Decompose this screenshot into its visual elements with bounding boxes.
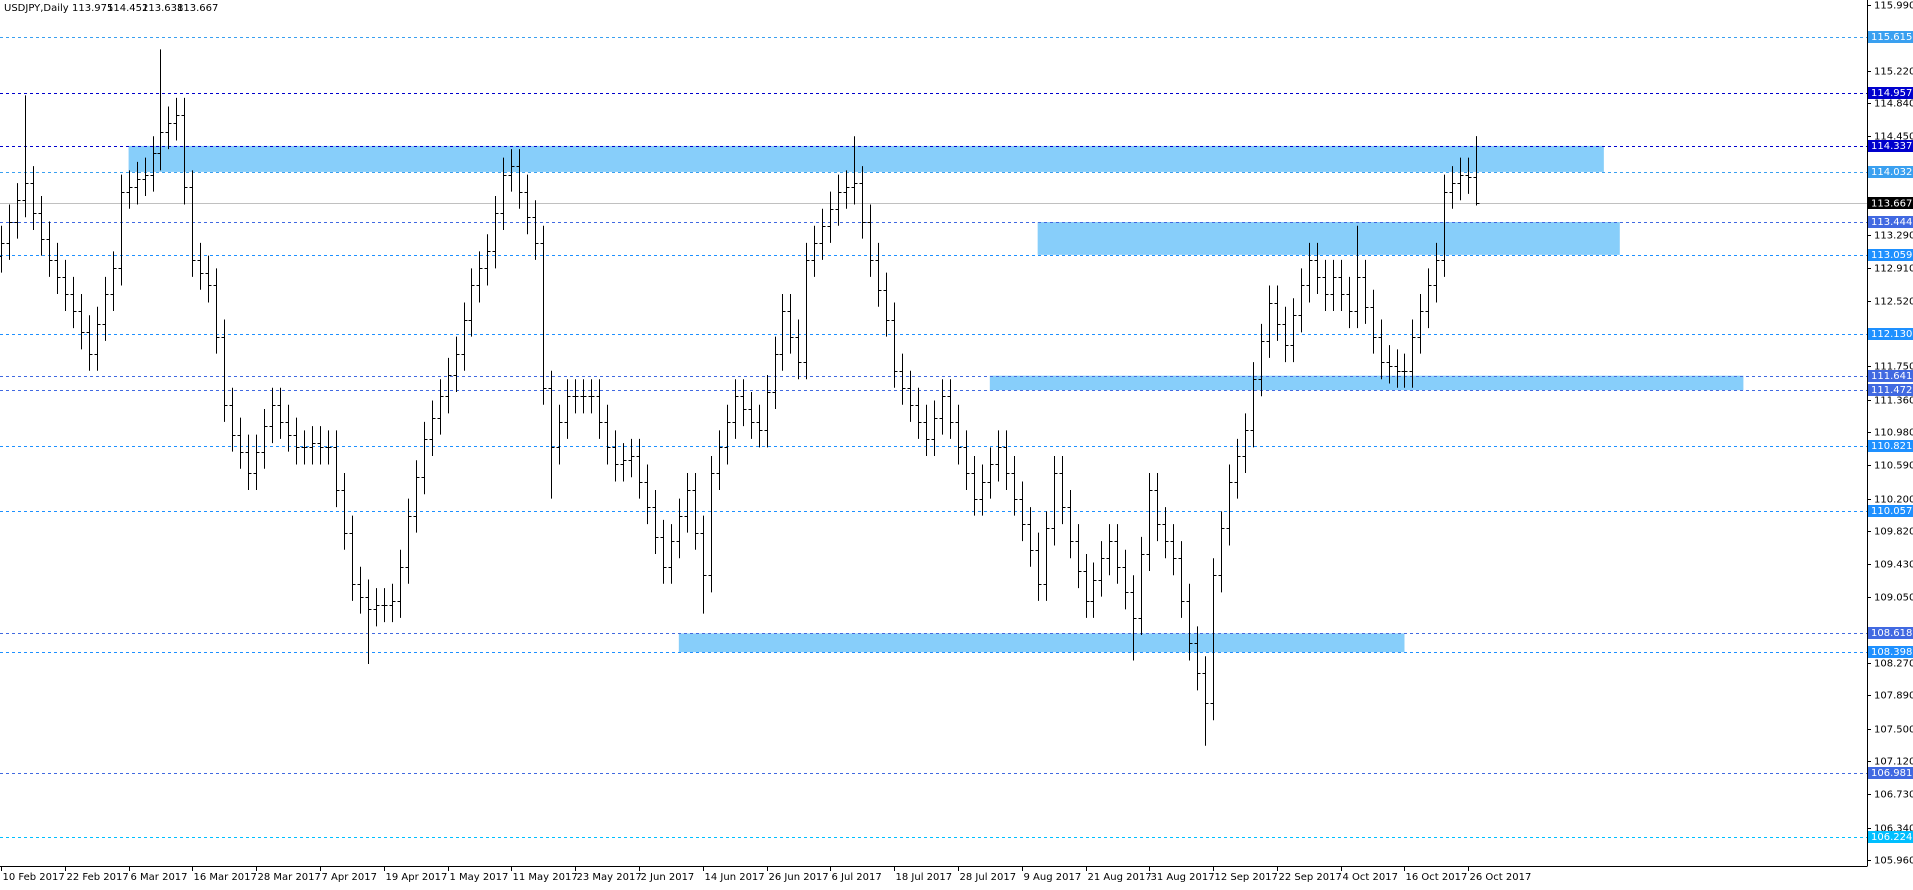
- zone: [678, 633, 1405, 653]
- level-label-bg: [1868, 216, 1913, 228]
- level-label-bg: [1868, 249, 1913, 261]
- header-low: 113.638: [142, 3, 183, 14]
- x-tick-label: 28 Jul 2017: [960, 872, 1017, 883]
- level-label: 111.472: [1871, 385, 1912, 396]
- zone: [128, 145, 1604, 172]
- header-close: 113.667: [177, 3, 218, 14]
- x-tick-label: 18 Jul 2017: [896, 872, 953, 883]
- x-tick-label: 2 Jun 2017: [641, 872, 695, 883]
- x-tick-label: 22 Feb 2017: [67, 872, 129, 883]
- y-tick-label: 107.120: [1874, 757, 1913, 768]
- y-tick-label: 109.820: [1874, 527, 1913, 538]
- header-open: 113.975: [72, 3, 113, 14]
- x-tick-label: 10 Feb 2017: [3, 872, 65, 883]
- level-label-bg: [1868, 646, 1913, 658]
- level-label: 108.618: [1871, 628, 1912, 639]
- x-tick-label: 16 Mar 2017: [194, 872, 257, 883]
- current-price-label-bg: [1868, 197, 1913, 209]
- x-tick-label: 16 Oct 2017: [1406, 872, 1468, 883]
- x-tick-label: 23 May 2017: [577, 872, 642, 883]
- x-tick-label: 12 Sep 2017: [1215, 872, 1278, 883]
- y-tick-label: 109.050: [1874, 593, 1913, 604]
- level-label-bg: [1868, 767, 1913, 779]
- level-label-bg: [1868, 166, 1913, 178]
- level-label: 108.398: [1871, 647, 1912, 658]
- level-label-bg: [1868, 505, 1913, 517]
- x-tick-label: 28 Mar 2017: [258, 872, 321, 883]
- level-label: 113.444: [1871, 217, 1912, 228]
- x-tick-label: 7 Apr 2017: [322, 872, 377, 883]
- y-tick-label: 112.520: [1874, 297, 1913, 308]
- zone: [989, 375, 1744, 391]
- y-tick-label: 113.290: [1874, 231, 1913, 242]
- level-label-bg: [1868, 87, 1913, 99]
- header: USDJPY,Daily 113.975 114.452 113.638 113…: [4, 3, 218, 14]
- y-tick-label: 107.890: [1874, 691, 1913, 702]
- level-label: 114.032: [1871, 167, 1912, 178]
- y-tick-label: 105.960: [1874, 856, 1913, 867]
- level-label-bg: [1868, 31, 1913, 43]
- y-tick-label: 106.730: [1874, 790, 1913, 801]
- level-label: 113.059: [1871, 250, 1912, 261]
- level-label: 115.615: [1871, 32, 1912, 43]
- x-tick-label: 1 May 2017: [450, 872, 509, 883]
- y-tick-label: 110.590: [1874, 461, 1913, 472]
- y-tick-label: 111.750: [1874, 362, 1913, 373]
- current-price-label: 113.667: [1871, 199, 1912, 210]
- x-tick-label: 9 Aug 2017: [1024, 872, 1082, 883]
- level-label-bg: [1868, 370, 1913, 382]
- level-label: 110.057: [1871, 506, 1912, 517]
- chart-title: USDJPY,Daily: [4, 3, 69, 14]
- y-tick-label: 110.200: [1874, 495, 1913, 506]
- level-label: 106.981: [1871, 768, 1912, 779]
- zones: [128, 145, 1744, 653]
- y-tick-label: 107.500: [1874, 725, 1913, 736]
- level-label: 114.337: [1871, 141, 1912, 152]
- y-tick-label: 106.340: [1874, 824, 1913, 835]
- level-label: 114.957: [1871, 88, 1912, 99]
- x-tick-label: 31 Aug 2017: [1151, 872, 1215, 883]
- y-tick-label: 114.840: [1874, 99, 1913, 110]
- x-tick-label: 6 Jul 2017: [832, 872, 882, 883]
- y-tick-label: 115.220: [1874, 67, 1913, 78]
- level-label: 112.130: [1871, 329, 1912, 340]
- level-label-bg: [1868, 384, 1913, 396]
- bars: [0, 49, 1480, 746]
- x-tick-label: 26 Jun 2017: [769, 872, 829, 883]
- y-tick-label: 109.430: [1874, 560, 1913, 571]
- header-high: 114.452: [107, 3, 148, 14]
- x-tick-label: 21 Aug 2017: [1088, 872, 1152, 883]
- level-label: 111.641: [1871, 371, 1912, 382]
- y-tick-label: 114.450: [1874, 132, 1913, 143]
- y-tick-label: 112.910: [1874, 264, 1913, 275]
- x-tick-label: 19 Apr 2017: [386, 872, 448, 883]
- y-tick-label: 110.980: [1874, 428, 1913, 439]
- level-label: 106.224: [1871, 832, 1912, 843]
- x-tick-label: 14 Jun 2017: [705, 872, 765, 883]
- x-tick-label: 22 Sep 2017: [1279, 872, 1342, 883]
- x-tick-label: 26 Oct 2017: [1470, 872, 1532, 883]
- y-tick-label: 115.990: [1874, 1, 1913, 12]
- y-tick-label: 111.360: [1874, 396, 1913, 407]
- level-label-bg: [1868, 140, 1913, 152]
- x-tick-label: 11 May 2017: [513, 872, 578, 883]
- y-tick-label: 108.270: [1874, 659, 1913, 670]
- level-label-bg: [1868, 440, 1913, 452]
- zone: [1037, 222, 1620, 255]
- level-label: 110.821: [1871, 441, 1912, 452]
- levels: [0, 37, 1867, 838]
- x-tick-label: 6 Mar 2017: [131, 872, 188, 883]
- level-label-bg: [1868, 627, 1913, 639]
- x-tick-label: 4 Oct 2017: [1343, 872, 1398, 883]
- level-label-bg: [1868, 831, 1913, 843]
- level-label-bg: [1868, 328, 1913, 340]
